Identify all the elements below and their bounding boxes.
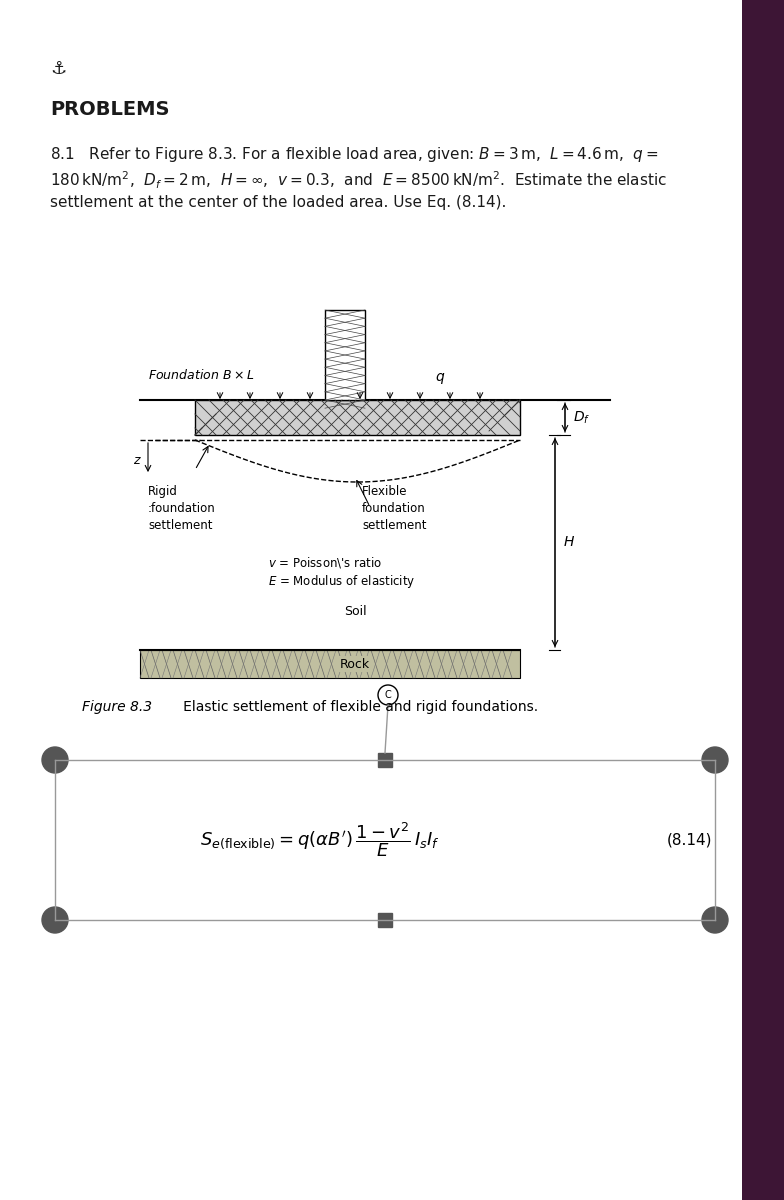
- Bar: [140, 650, 520, 678]
- Text: $S_{e(\mathrm{flexible})} = q(\alpha B^{\prime})\,\dfrac{1-v^2}{E}\,I_s I_f$: $S_{e(\mathrm{flexible})} = q(\alpha B^{…: [200, 821, 440, 859]
- Text: Flexible
foundation
settlement: Flexible foundation settlement: [362, 485, 426, 532]
- Text: Foundation $B \times L$: Foundation $B \times L$: [148, 368, 254, 382]
- Text: C: C: [385, 690, 391, 700]
- Bar: [325, 310, 365, 400]
- Text: Rock: Rock: [340, 658, 370, 671]
- Text: $H$: $H$: [563, 535, 575, 550]
- Circle shape: [378, 685, 398, 704]
- Text: ⚓: ⚓: [50, 60, 66, 78]
- Text: (8.14): (8.14): [667, 833, 713, 847]
- Bar: [195, 400, 520, 434]
- Circle shape: [702, 907, 728, 934]
- Text: Elastic settlement of flexible and rigid foundations.: Elastic settlement of flexible and rigid…: [170, 700, 538, 714]
- Bar: [378, 754, 392, 767]
- Text: $z$: $z$: [133, 454, 142, 467]
- Text: settlement at the center of the loaded area. Use Eq. (8.14).: settlement at the center of the loaded a…: [50, 194, 506, 210]
- Circle shape: [42, 746, 68, 773]
- Bar: [742, 0, 784, 1200]
- Text: $D_f$: $D_f$: [573, 409, 590, 426]
- Text: PROBLEMS: PROBLEMS: [50, 100, 169, 119]
- Circle shape: [702, 746, 728, 773]
- Bar: [378, 913, 392, 926]
- Text: Soil: Soil: [343, 605, 366, 618]
- Text: 8.1   Refer to Figure 8.3. For a flexible load area, given: $B = 3\,\mathrm{m}$,: 8.1 Refer to Figure 8.3. For a flexible …: [50, 145, 659, 164]
- Text: $v$ = Poisson\'s ratio: $v$ = Poisson\'s ratio: [268, 554, 382, 570]
- Text: Figure 8.3: Figure 8.3: [82, 700, 152, 714]
- Text: $180\,\mathrm{kN/m^2}$,  $D_f = 2\,\mathrm{m}$,  $H = \infty$,  $v = 0.3$,  and : $180\,\mathrm{kN/m^2}$, $D_f = 2\,\mathr…: [50, 170, 667, 191]
- Text: $q$: $q$: [435, 371, 445, 385]
- Circle shape: [42, 907, 68, 934]
- Text: $E$ = Modulus of elasticity: $E$ = Modulus of elasticity: [268, 572, 416, 590]
- Text: Rigid
:foundation
settlement: Rigid :foundation settlement: [148, 485, 216, 532]
